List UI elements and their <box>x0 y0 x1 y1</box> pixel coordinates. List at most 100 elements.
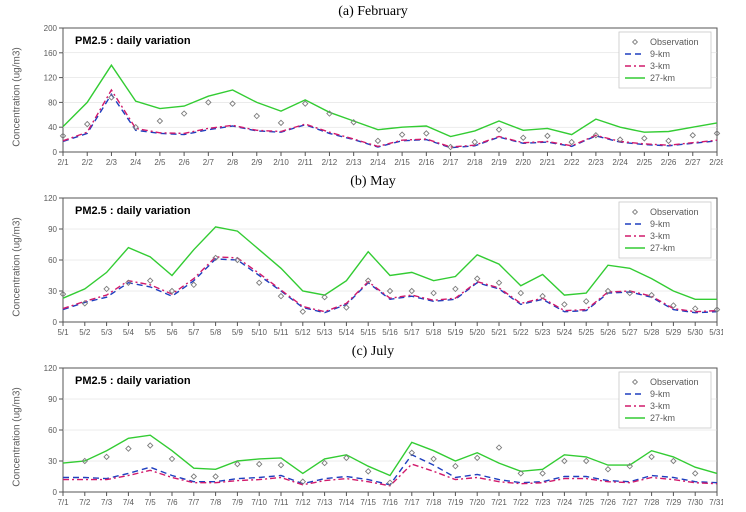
xtick-label: 7/22 <box>513 498 529 507</box>
legend-label: 27-km <box>650 413 675 423</box>
ytick-label: 80 <box>48 98 57 107</box>
xtick-label: 5/22 <box>513 328 529 337</box>
legend-label: 9-km <box>650 219 670 229</box>
obs-marker <box>569 139 574 144</box>
xtick-label: 2/10 <box>273 158 289 167</box>
panel-title-feb: (a) February <box>338 4 408 20</box>
plot-may: 03060901205/15/25/35/45/55/65/75/85/95/1… <box>23 192 723 342</box>
annotation-feb: PM2.5 : daily variation <box>75 35 191 47</box>
obs-marker <box>605 467 610 472</box>
ytick-label: 60 <box>48 256 57 265</box>
xtick-label: 5/31 <box>709 328 723 337</box>
series-27km <box>63 435 717 475</box>
xtick-label: 7/14 <box>339 498 355 507</box>
xtick-label: 7/29 <box>666 498 682 507</box>
legend-label: 3-km <box>650 61 670 71</box>
obs-marker <box>540 471 545 476</box>
obs-marker <box>257 280 262 285</box>
obs-marker <box>584 299 589 304</box>
xtick-label: 5/24 <box>557 328 573 337</box>
legend-label: 9-km <box>650 389 670 399</box>
annotation-may: PM2.5 : daily variation <box>75 205 191 217</box>
xtick-label: 7/19 <box>448 498 464 507</box>
xtick-label: 7/9 <box>232 498 244 507</box>
obs-marker <box>278 463 283 468</box>
xtick-label: 7/13 <box>317 498 333 507</box>
xtick-label: 7/6 <box>166 498 178 507</box>
obs-marker <box>300 309 305 314</box>
xtick-label: 2/1 <box>57 158 69 167</box>
panel-title-jul: (c) July <box>352 344 394 360</box>
ytick-label: 120 <box>44 364 58 373</box>
xtick-label: 7/27 <box>622 498 638 507</box>
xtick-label: 5/4 <box>123 328 135 337</box>
xtick-label: 5/16 <box>382 328 398 337</box>
ytick-label: 120 <box>44 194 58 203</box>
legend-label: 3-km <box>650 231 670 241</box>
xtick-label: 5/30 <box>687 328 703 337</box>
obs-marker <box>475 276 480 281</box>
xtick-label: 2/15 <box>394 158 410 167</box>
obs-marker <box>85 122 90 127</box>
ytick-label: 0 <box>53 318 58 327</box>
xtick-label: 7/5 <box>145 498 157 507</box>
legend-label: Observation <box>650 377 699 387</box>
obs-marker <box>182 111 187 116</box>
obs-marker <box>191 474 196 479</box>
xtick-label: 5/15 <box>360 328 376 337</box>
xtick-label: 2/3 <box>106 158 118 167</box>
obs-marker <box>472 139 477 144</box>
ytick-label: 90 <box>48 225 57 234</box>
obs-marker <box>496 280 501 285</box>
xtick-label: 2/7 <box>203 158 215 167</box>
xtick-label: 5/10 <box>251 328 267 337</box>
obs-marker <box>424 131 429 136</box>
ytick-label: 0 <box>53 148 58 157</box>
xtick-label: 7/1 <box>57 498 69 507</box>
xtick-label: 5/19 <box>448 328 464 337</box>
ytick-label: 60 <box>48 426 57 435</box>
legend-label: 27-km <box>650 243 675 253</box>
xtick-label: 5/2 <box>79 328 91 337</box>
legend-label: 3-km <box>650 401 670 411</box>
xtick-label: 2/4 <box>130 158 142 167</box>
ytick-label: 40 <box>48 123 57 132</box>
obs-marker <box>562 302 567 307</box>
obs-marker <box>213 474 218 479</box>
xtick-label: 7/7 <box>188 498 200 507</box>
xtick-label: 2/23 <box>588 158 604 167</box>
xtick-label: 2/22 <box>564 158 580 167</box>
xtick-label: 5/1 <box>57 328 69 337</box>
ylabel-may: Concentration (ug/m3) <box>12 217 23 317</box>
xtick-label: 2/20 <box>515 158 531 167</box>
xtick-label: 2/8 <box>227 158 239 167</box>
xtick-label: 2/25 <box>637 158 653 167</box>
xtick-label: 2/12 <box>322 158 338 167</box>
obs-marker <box>375 138 380 143</box>
legend-label: Observation <box>650 207 699 217</box>
obs-marker <box>496 445 501 450</box>
ytick-label: 30 <box>48 457 57 466</box>
xtick-label: 7/21 <box>491 498 507 507</box>
obs-marker <box>693 306 698 311</box>
annotation-jul: PM2.5 : daily variation <box>75 375 191 387</box>
xtick-label: 5/21 <box>491 328 507 337</box>
xtick-label: 2/21 <box>540 158 556 167</box>
xtick-label: 2/27 <box>685 158 701 167</box>
xtick-label: 7/4 <box>123 498 135 507</box>
panel-feb: Concentration (ug/m3)040801201602002/12/… <box>23 22 723 172</box>
legend-may: Observation 9-km 3-km 27-km <box>619 202 711 258</box>
obs-marker <box>545 133 550 138</box>
obs-marker <box>126 446 131 451</box>
xtick-label: 5/8 <box>210 328 222 337</box>
obs-marker <box>521 135 526 140</box>
ytick-label: 160 <box>44 49 58 58</box>
series-3km <box>63 257 717 312</box>
obs-marker <box>230 101 235 106</box>
panel-jul: Concentration (ug/m3)03060901207/17/27/3… <box>23 362 723 512</box>
xtick-label: 5/13 <box>317 328 333 337</box>
xtick-label: 5/28 <box>644 328 660 337</box>
ytick-label: 200 <box>44 24 58 33</box>
xtick-label: 5/6 <box>166 328 178 337</box>
obs-marker <box>157 118 162 123</box>
